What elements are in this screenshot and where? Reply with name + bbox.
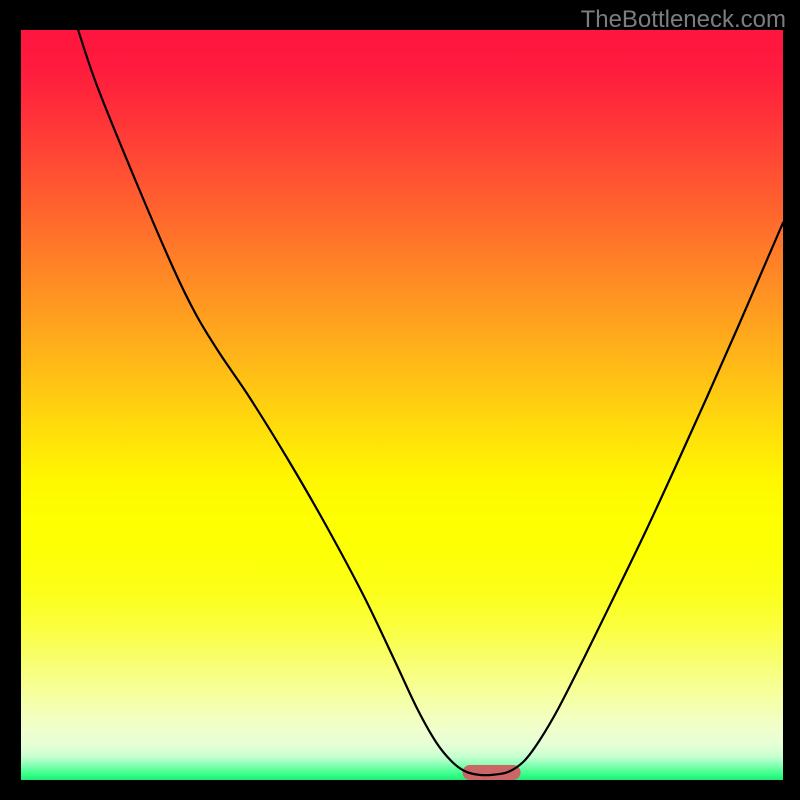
plot-area [21,30,783,780]
bottleneck-curve [78,30,783,775]
curve-layer [21,30,783,780]
chart-container: TheBottleneck.com [0,0,800,800]
